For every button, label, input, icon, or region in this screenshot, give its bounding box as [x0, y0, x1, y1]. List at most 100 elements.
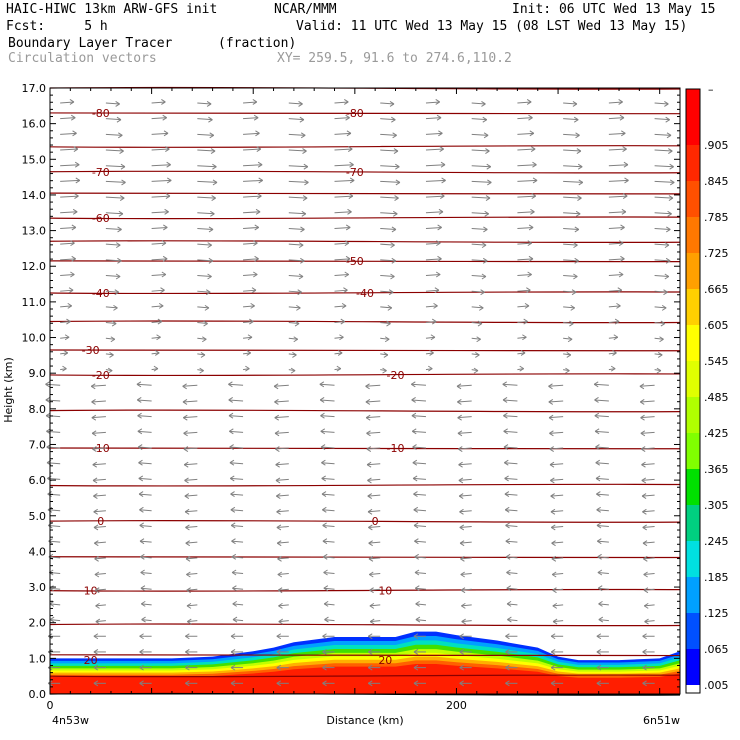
contour-label: -40 — [92, 287, 110, 300]
vector-arrow — [365, 383, 381, 390]
vector-arrow — [334, 224, 351, 231]
vector-arrow — [105, 101, 120, 107]
y-tick-label: 12.0 — [22, 260, 47, 273]
vector-arrow — [185, 524, 198, 531]
vector-arrow — [138, 459, 152, 466]
y-tick-label: 13.0 — [22, 225, 47, 238]
vector-arrow — [425, 318, 437, 325]
vector-arrow — [639, 383, 655, 390]
vector-arrow — [563, 242, 578, 249]
vector-arrow — [197, 352, 206, 358]
y-tick-label: 14.0 — [22, 189, 47, 202]
vector-arrow — [197, 210, 215, 217]
vector-arrow — [229, 428, 244, 435]
vector-arrow — [140, 569, 152, 576]
vector-arrow — [505, 553, 518, 560]
colorbar-label: .185 — [704, 571, 729, 584]
vector-arrow — [471, 320, 483, 327]
vector-arrow — [138, 491, 152, 498]
contour-label: -10 — [386, 442, 404, 455]
colorbar-swatch — [686, 541, 700, 577]
y-tick-label: 8.0 — [29, 403, 47, 416]
vector-arrow — [185, 664, 198, 671]
vector-arrow — [654, 304, 667, 311]
vector-arrow — [471, 179, 492, 186]
vector-arrow — [323, 600, 335, 607]
vector-arrow — [60, 114, 76, 121]
vector-arrow — [151, 114, 167, 121]
vector-arrow — [413, 649, 426, 655]
vector-arrow — [367, 649, 381, 655]
vector-arrow — [471, 304, 484, 311]
contour-line — [49, 240, 681, 244]
colorbar-label: .545 — [704, 355, 729, 368]
contour-label: -70 — [92, 166, 110, 179]
vector-arrow — [563, 226, 580, 233]
vector-arrow — [276, 508, 289, 515]
vector-arrow — [91, 430, 106, 437]
vector-arrow — [105, 320, 117, 327]
vector-arrow — [505, 633, 518, 640]
contour-line — [49, 447, 681, 450]
vector-arrow — [334, 130, 352, 137]
colorbar-swatch — [686, 685, 700, 693]
vector-arrow — [105, 116, 122, 123]
vector-arrow — [368, 540, 381, 547]
vector-arrow — [321, 491, 335, 498]
vector-arrow — [517, 365, 524, 372]
vector-arrow — [640, 430, 655, 437]
vector-arrow — [105, 179, 126, 186]
colorbar-swatch — [686, 469, 700, 505]
y-tick-label: 11.0 — [22, 296, 47, 309]
vector-arrow — [597, 538, 609, 545]
vector-arrow — [105, 242, 121, 249]
vector-arrow — [517, 114, 533, 121]
vector-arrow — [380, 257, 397, 264]
vector-arrow — [243, 193, 262, 200]
vector-arrow — [425, 240, 441, 247]
contour-label: 0 — [97, 515, 104, 528]
vector-arrow — [60, 365, 67, 372]
contour-label: 10 — [84, 585, 98, 598]
contour-line — [49, 373, 681, 377]
colorbar-swatch — [686, 325, 700, 361]
vector-arrow — [93, 493, 106, 500]
vector-arrow — [643, 571, 655, 578]
vector-arrow — [139, 649, 152, 655]
vector-arrow — [95, 618, 106, 625]
vector-arrow — [91, 414, 106, 421]
vector-arrow — [471, 195, 491, 202]
vector-arrow — [186, 571, 198, 578]
vector-arrow — [654, 273, 670, 280]
vector-arrow — [505, 538, 518, 545]
vector-arrow — [563, 304, 575, 311]
vector-arrow — [597, 569, 609, 576]
vector-arrow — [136, 397, 152, 403]
vector-arrow — [459, 680, 472, 687]
colorbar-top-label: – — [708, 83, 714, 96]
contour-line — [49, 216, 681, 220]
vector-arrow — [461, 618, 472, 625]
vector-arrow — [322, 664, 335, 671]
vector-arrow — [595, 475, 609, 482]
vector-arrow — [608, 99, 623, 105]
vector-arrow — [243, 287, 257, 294]
colorbar: .005 .065 .125 .185 .245 .305 .365 .425 .485 .545… — [685, 83, 729, 694]
vector-arrow — [563, 148, 582, 154]
vector-arrow — [457, 399, 472, 405]
vector-arrow — [151, 334, 161, 341]
vector-arrow — [243, 255, 259, 262]
y-tick-label: 0.0 — [29, 688, 47, 701]
vector-arrow — [595, 459, 609, 466]
vector-arrow — [425, 114, 442, 121]
y-axis: 0.0 1.0 2.0 3.0 4.0 5.0 6.0 7.0 8.0 9.0 10.0 11.0 12… — [22, 82, 680, 701]
vector-arrow — [274, 399, 289, 405]
vector-arrow — [380, 163, 400, 170]
vector-arrow — [643, 555, 655, 562]
y-tick-label: 6.0 — [29, 474, 47, 487]
vector-arrow — [552, 587, 564, 594]
vector-arrow — [608, 130, 626, 137]
vector-arrow — [507, 616, 518, 623]
vector-arrow — [459, 664, 472, 671]
vector-arrow — [140, 600, 152, 607]
